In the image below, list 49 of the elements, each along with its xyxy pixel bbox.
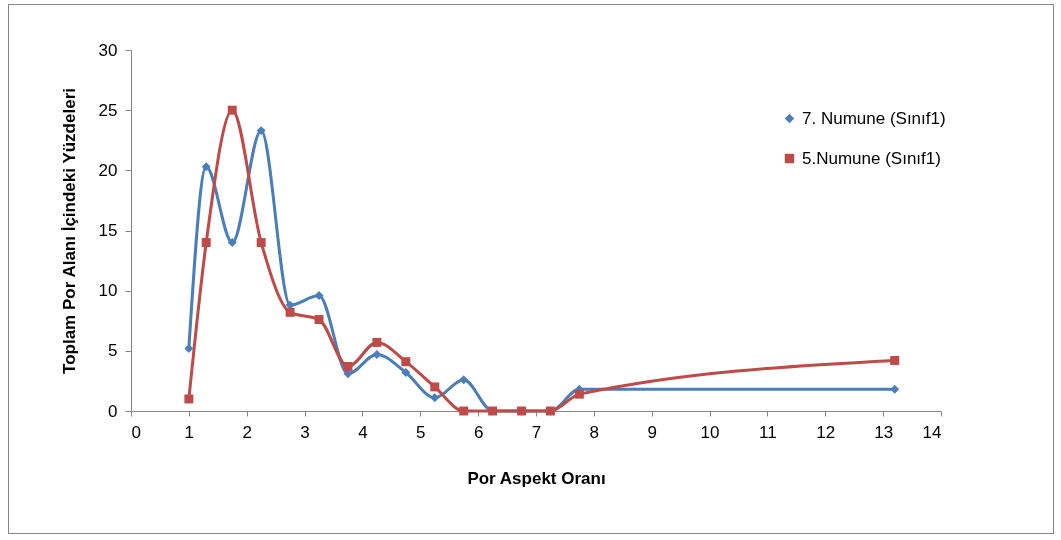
legend-label: 7. Numune (Sınıf1) [802,108,946,128]
y-tick-label: 20 [98,160,118,180]
point [343,369,353,379]
y-tick-label: 10 [98,281,118,301]
y-tick-label: 5 [108,341,118,361]
point [256,238,266,248]
x-axis-title: Por Aspekt Oranı [467,468,606,488]
point [201,162,211,172]
y-axis-title: Toplam Por Alanı İçindeki Yüzdeleri [59,88,79,374]
x-tick-label: 3 [300,422,310,442]
point [372,337,382,347]
point [372,349,382,359]
x-tick-label: 4 [358,422,368,442]
point [401,368,411,377]
point [574,389,584,399]
x-tick-label: 5 [416,422,426,442]
y-tick-label: 15 [98,221,118,240]
point [890,355,900,365]
point [459,406,469,416]
x-tick-label: 8 [589,422,600,442]
x-tick-label: 6 [473,422,484,442]
x-tick-label: 9 [647,422,657,442]
point [430,382,440,392]
point [201,238,211,248]
point [430,393,440,403]
y-tick-label: 25 [98,100,118,120]
point [459,375,469,385]
x-tick-label: 14 [922,422,942,442]
x-tick-label: 10 [700,422,720,442]
y-tick-label: 0 [108,401,118,421]
x-tick-label: 0 [131,422,141,442]
x-tick-label: 13 [874,422,894,442]
point [285,307,295,317]
x-tick-label: 12 [816,422,836,442]
x-tick-label: 11 [759,422,777,442]
legend-label: 5.Numune (Sınıf1) [802,148,941,168]
x-tick-label: 1 [184,422,195,442]
point [343,362,353,371]
point [256,126,266,136]
point [401,357,411,367]
x-tick-label: 2 [242,422,252,442]
point [227,105,237,115]
point [890,384,900,394]
point [227,238,237,248]
point [184,394,194,404]
y-tick-label: 30 [98,40,118,60]
point [314,315,324,325]
point [314,291,324,300]
x-tick-label: 7 [531,422,542,442]
